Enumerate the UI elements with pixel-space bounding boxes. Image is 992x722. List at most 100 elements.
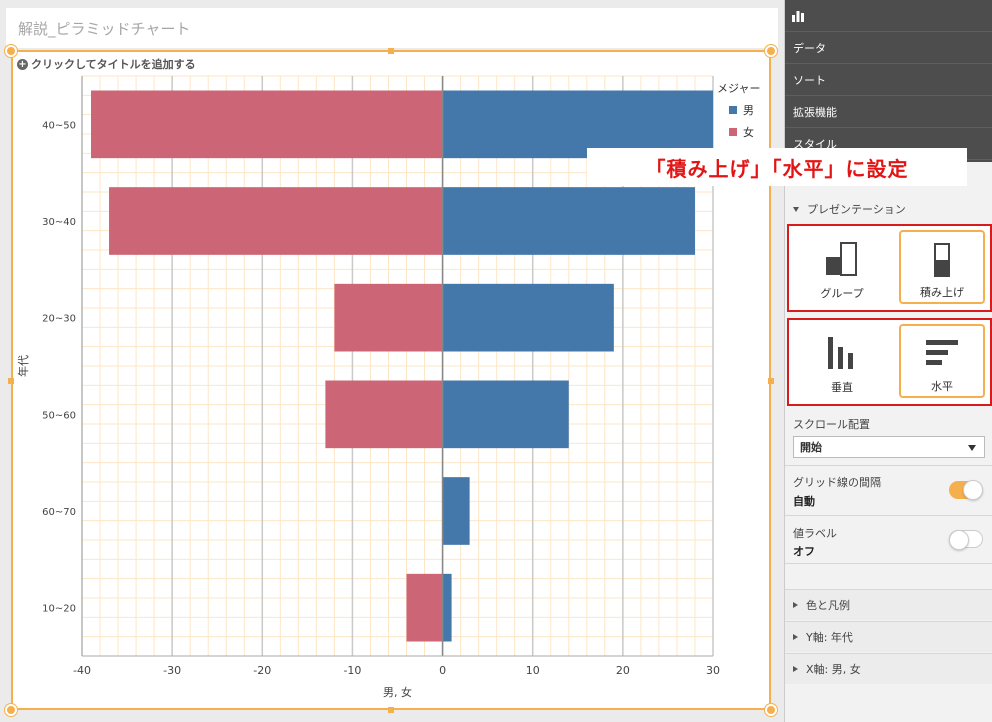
legend-label-female: 女	[743, 126, 754, 139]
horizontal-bars-icon	[926, 340, 958, 365]
value-labels-toggle[interactable]	[949, 530, 983, 550]
resize-handle-left[interactable]	[8, 378, 14, 384]
section-colors-legend[interactable]: 色と凡例	[785, 589, 992, 620]
scroll-alignment-value: 開始	[800, 441, 822, 454]
x-tick-label: 20	[616, 664, 630, 677]
toggle-knob	[949, 530, 969, 550]
section-y-axis[interactable]: Y軸: 年代	[785, 621, 992, 652]
chart-area: 解説_ピラミッドチャート + クリックしてタイトルを追加する 40~50 30~4…	[5, 8, 778, 716]
bar-male	[442, 90, 713, 159]
axes	[81, 76, 713, 657]
resize-handle-top[interactable]	[388, 48, 394, 54]
x-tick-label: -10	[343, 664, 361, 677]
resize-handle-bottom[interactable]	[388, 707, 394, 713]
bar-male	[442, 477, 470, 545]
scroll-alignment-label: スクロール配置	[793, 418, 870, 431]
grouping-options: グループ 積み上げ	[787, 224, 992, 312]
bar-female	[325, 380, 443, 449]
resize-handle-top-right[interactable]	[765, 45, 777, 57]
bar-male	[442, 573, 452, 642]
bars	[91, 90, 713, 642]
sheet-title-box[interactable]: 解説_ピラミッドチャート	[6, 8, 778, 48]
legend-title: メジャー	[717, 82, 761, 95]
x-tick-label: -20	[253, 664, 271, 677]
y-tick-label: 50~60	[42, 410, 76, 421]
add-title-button[interactable]: + クリックしてタイトルを追加する	[17, 56, 196, 72]
tab-extensions[interactable]: 拡張機能	[785, 96, 992, 128]
x-tick-label: -30	[163, 664, 181, 677]
section-label: 色と凡例	[806, 599, 850, 612]
legend[interactable]: メジャー 男 女	[717, 80, 760, 146]
divider	[785, 563, 992, 564]
scroll-alignment-dropdown[interactable]: 開始	[793, 436, 985, 458]
bar-male	[442, 187, 695, 255]
vertical-option[interactable]: 垂直	[799, 324, 885, 398]
gridline-spacing-label: グリッド線の間隔	[793, 476, 881, 489]
plus-icon: +	[17, 58, 28, 70]
y-tick-label: 40~50	[42, 120, 76, 131]
x-tick-label: -40	[73, 664, 91, 677]
bar-female	[334, 283, 443, 352]
section-label: X軸: 男, 女	[806, 663, 861, 676]
horizontal-option[interactable]: 水平	[899, 324, 985, 398]
y-tick-label: 10~20	[42, 604, 76, 615]
sheet-title[interactable]: 解説_ピラミッドチャート	[18, 20, 191, 38]
bar-male	[442, 283, 614, 352]
bar-chart-icon	[792, 10, 804, 22]
horizontal-label: 水平	[931, 380, 953, 393]
stacked-option[interactable]: 積み上げ	[899, 230, 985, 304]
y-tick-label: 20~30	[42, 314, 76, 325]
panel-tabs: データ ソート 拡張機能 スタイル	[785, 0, 992, 162]
chevron-down-icon	[968, 445, 976, 451]
presentation-section-header[interactable]: プレゼンテーション	[785, 196, 992, 222]
x-tick-label: 30	[706, 664, 720, 677]
add-title-label: クリックしてタイトルを追加する	[31, 58, 196, 71]
x-tick-label: 10	[526, 664, 540, 677]
instruction-callout: 「積み上げ」「水平」に設定	[587, 148, 967, 186]
value-labels-value: オフ	[793, 545, 815, 558]
resize-handle-top-left[interactable]	[5, 45, 17, 57]
expand-arrow-icon	[793, 602, 798, 608]
grouped-bars-icon	[826, 242, 857, 276]
y-tick-label: 60~70	[42, 507, 76, 518]
bar-chart[interactable]: 40~50 30~40 20~30 50~60 60~70 10~20 -40 -30 -20 -…	[13, 52, 769, 708]
bar-male	[442, 380, 569, 449]
section-x-axis[interactable]: X軸: 男, 女	[785, 653, 992, 684]
stacked-bars-icon	[934, 243, 950, 277]
x-tick-label: 0	[439, 664, 446, 677]
tick-labels: 40~50 30~40 20~30 50~60 60~70 10~20 -40 -30 -20 -…	[42, 120, 720, 677]
expand-arrow-icon	[793, 666, 798, 672]
legend-swatch-male	[729, 106, 737, 114]
divider	[785, 515, 992, 516]
stacked-label: 積み上げ	[920, 286, 964, 299]
gridline-toggle[interactable]	[949, 480, 983, 500]
vertical-bars-icon	[828, 337, 853, 369]
y-axis-title: 年代	[16, 355, 30, 377]
legend-item-male[interactable]: 男	[729, 102, 760, 118]
bar-female	[109, 187, 443, 255]
legend-label-male: 男	[743, 104, 754, 117]
legend-swatch-female	[729, 128, 737, 136]
grouped-label: グループ	[820, 287, 864, 300]
tab-data[interactable]: データ	[785, 32, 992, 64]
panel-icon-row	[785, 0, 992, 32]
y-tick-label: 30~40	[42, 217, 76, 228]
resize-handle-bottom-left[interactable]	[5, 704, 17, 716]
grouped-option[interactable]: グループ	[799, 230, 885, 304]
resize-handle-right[interactable]	[768, 378, 774, 384]
divider	[785, 465, 992, 466]
tab-sort[interactable]: ソート	[785, 64, 992, 96]
x-axis-title: 男, 女	[383, 685, 412, 699]
section-label: Y軸: 年代	[806, 631, 853, 644]
vertical-label: 垂直	[831, 381, 853, 394]
toggle-knob	[963, 480, 983, 500]
resize-handle-bottom-right[interactable]	[765, 704, 777, 716]
expand-arrow-icon	[793, 634, 798, 640]
orientation-options: 垂直 水平	[787, 318, 992, 406]
bar-female	[406, 573, 443, 642]
expand-arrow-icon	[793, 206, 799, 212]
bar-female	[91, 90, 443, 159]
presentation-label: プレゼンテーション	[807, 203, 906, 216]
legend-item-female[interactable]: 女	[729, 124, 760, 140]
value-labels-label: 値ラベル	[793, 527, 837, 540]
